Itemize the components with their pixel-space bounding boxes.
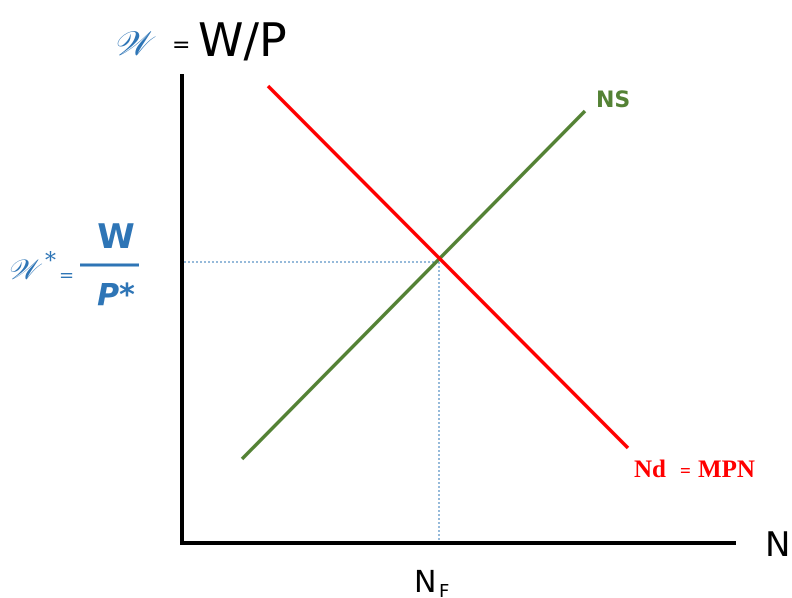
demand-label-equals: = <box>680 461 691 482</box>
nf-subscript: F <box>439 581 449 598</box>
supply-curve-label: NS <box>596 88 630 113</box>
nf-main: N <box>414 565 436 598</box>
labor-demand-curve <box>266 84 630 450</box>
title-equals: = <box>172 33 190 58</box>
demand-curve-label: Nd = MPN <box>634 456 755 483</box>
full-employment-label: N F <box>414 565 449 598</box>
eq-denominator: P* <box>97 278 135 313</box>
demand-label-nd: Nd <box>634 456 666 483</box>
chart-title: 𝒲 = W/P <box>113 13 287 67</box>
eq-equals: = <box>59 265 74 286</box>
x-axis-label: N <box>765 525 790 565</box>
demand-label-mpn: MPN <box>698 456 755 483</box>
eq-numerator: W <box>97 217 135 257</box>
labor-supply-curve <box>240 109 587 461</box>
title-definition: W/P <box>198 13 287 67</box>
eq-script-w: 𝒲 <box>7 253 43 286</box>
eq-star: * <box>45 249 56 274</box>
title-script-w: 𝒲 <box>113 24 156 64</box>
equilibrium-wage-label: 𝒲 * = W P* <box>7 217 139 313</box>
